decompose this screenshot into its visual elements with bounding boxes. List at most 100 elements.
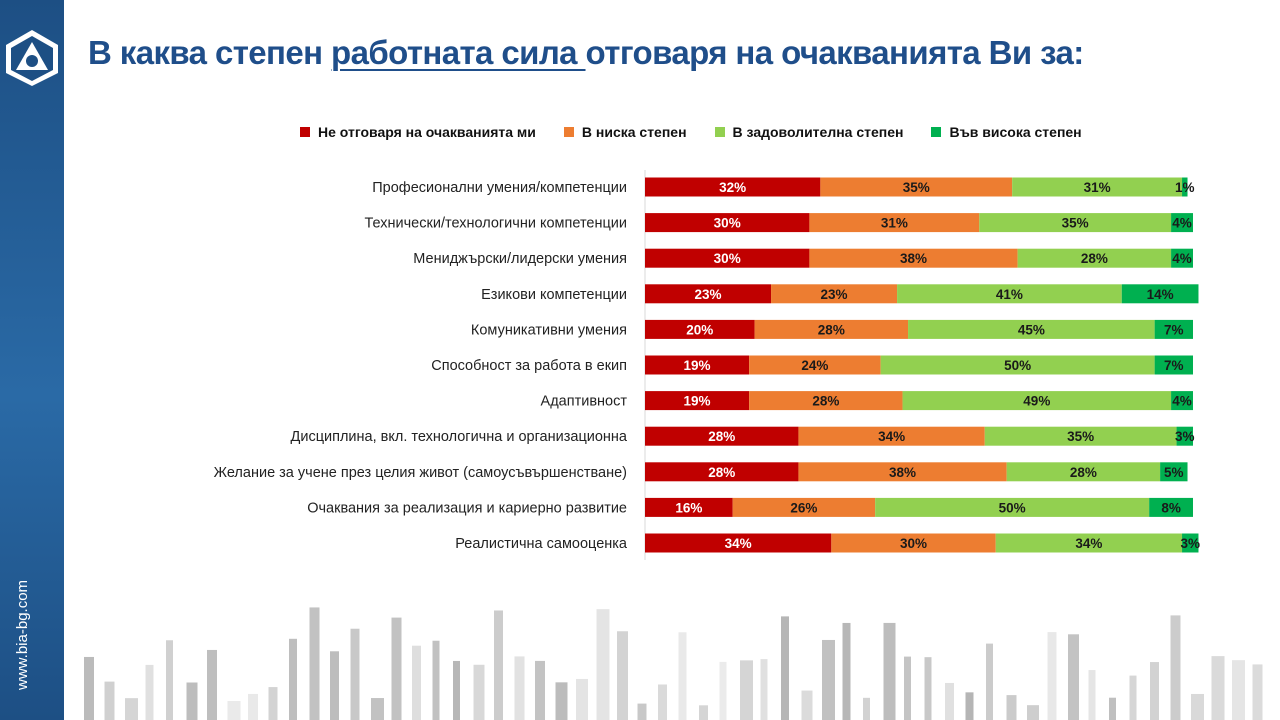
legend-item-4: Във висока степен	[931, 124, 1082, 140]
skyline-bar	[207, 649, 217, 720]
bar-segment	[820, 177, 1013, 197]
bar-segment	[645, 533, 832, 553]
skyline-bar	[699, 705, 708, 720]
skyline-bar	[740, 660, 753, 720]
bar-segment	[645, 319, 755, 339]
data-label: 31%	[881, 216, 908, 231]
data-label: 28%	[1081, 251, 1108, 266]
data-label: 34%	[1075, 536, 1102, 551]
bar-segment	[1012, 177, 1183, 197]
bar-segment	[908, 319, 1155, 339]
bar-segment	[1154, 355, 1193, 375]
skyline-bar	[760, 659, 768, 720]
skyline-bar	[822, 639, 835, 720]
category-label: Технически/технологични компетенции	[364, 216, 627, 232]
skyline-bar	[596, 609, 610, 720]
bar-segment	[1182, 533, 1199, 553]
skyline-bar	[289, 638, 297, 720]
skyline-bar	[719, 661, 727, 720]
bar-segment	[645, 213, 810, 233]
data-label: 45%	[1018, 322, 1045, 337]
decorative-skyline	[84, 607, 1263, 720]
legend-item-3: В задоволителна степен	[714, 124, 904, 140]
page-title: В каква степен работната сила отговаря н…	[88, 34, 1084, 72]
data-label: 23%	[821, 287, 848, 302]
data-label: 34%	[725, 536, 752, 551]
category-label: Професионални умения/компетенции	[372, 180, 627, 196]
skyline-bar	[617, 631, 628, 720]
category-label: Дисциплина, вкл. технологична и организа…	[291, 429, 628, 445]
skyline-bar	[945, 682, 954, 720]
skyline-bar	[309, 607, 320, 720]
data-label: 35%	[903, 180, 930, 195]
bar-segment	[1006, 462, 1161, 482]
skyline-bar	[924, 657, 932, 720]
skyline-bar	[555, 682, 568, 720]
bar-segment	[749, 391, 903, 411]
bar-segment	[831, 533, 996, 553]
legend-swatch	[714, 127, 725, 137]
bar-segment	[1121, 284, 1199, 304]
bar-segment	[1171, 248, 1193, 268]
skyline-bar	[1088, 670, 1096, 720]
data-label: 50%	[999, 500, 1026, 515]
skyline-bar	[186, 682, 198, 720]
bar-segment	[984, 426, 1177, 446]
title-underlined-part: работната сила	[331, 34, 586, 71]
bar-segment	[1171, 213, 1193, 233]
bar-segment	[1171, 391, 1193, 411]
data-label: 28%	[708, 465, 735, 480]
bia-logo-icon	[6, 30, 58, 86]
data-label: 30%	[900, 536, 927, 551]
skyline-bar	[904, 656, 911, 720]
data-label: 14%	[1147, 287, 1174, 302]
bar-segment	[645, 284, 772, 304]
data-label: 3%	[1175, 429, 1195, 444]
legend-label: В задоволителна степен	[732, 124, 904, 140]
skyline-bar	[1006, 695, 1017, 720]
data-label: 24%	[801, 358, 828, 373]
skyline-bar	[473, 664, 485, 720]
bar-segment	[880, 355, 1155, 375]
data-label: 28%	[818, 322, 845, 337]
bar-segment	[645, 497, 733, 517]
legend-label: Не отговаря на очакванията ми	[318, 124, 536, 140]
bar-segment	[902, 391, 1172, 411]
data-label: 35%	[1062, 216, 1089, 231]
bar-segment	[979, 213, 1172, 233]
skyline-bar	[330, 651, 339, 720]
data-label: 49%	[1023, 394, 1050, 409]
legend-swatch	[931, 127, 942, 137]
data-label: 30%	[714, 251, 741, 266]
legend-label: Във висока степен	[949, 124, 1082, 140]
skyline-bar	[391, 617, 402, 720]
bar-segment	[809, 248, 1018, 268]
skyline-bar	[432, 640, 440, 720]
category-label: Очаквания за реализация и кариерно разви…	[307, 500, 627, 516]
data-label: 4%	[1172, 394, 1192, 409]
category-label: Комуникативни умения	[471, 322, 627, 338]
bar-segment	[754, 319, 909, 339]
legend-item-1: Не отговаря на очакванията ми	[300, 124, 536, 140]
bar-segment	[645, 391, 750, 411]
chart-legend: Не отговаря на очакванията ми В ниска сте…	[300, 124, 1082, 140]
skyline-bar	[1027, 705, 1039, 720]
category-label: Мениджърски/лидерски умения	[413, 251, 627, 267]
data-label: 35%	[1067, 429, 1094, 444]
data-label: 28%	[812, 394, 839, 409]
skyline-bar	[1211, 656, 1225, 720]
category-label: Способност за работа в екип	[431, 358, 627, 374]
skyline-bar	[1170, 615, 1181, 720]
skyline-bar	[535, 660, 545, 720]
bar-segment	[1160, 462, 1188, 482]
data-label: 7%	[1164, 322, 1184, 337]
stacked-bar-chart: Професионални умения/компетенции 32% 35% 31…	[214, 170, 1200, 560]
data-label: 19%	[684, 358, 711, 373]
legend-swatch	[563, 127, 574, 137]
skyline-bar	[125, 698, 138, 720]
skyline-bar	[1191, 693, 1204, 720]
skyline-bar	[1252, 664, 1263, 720]
data-label: 50%	[1004, 358, 1031, 373]
legend-item-2: В ниска степен	[563, 124, 687, 140]
bar-segment	[809, 213, 980, 233]
